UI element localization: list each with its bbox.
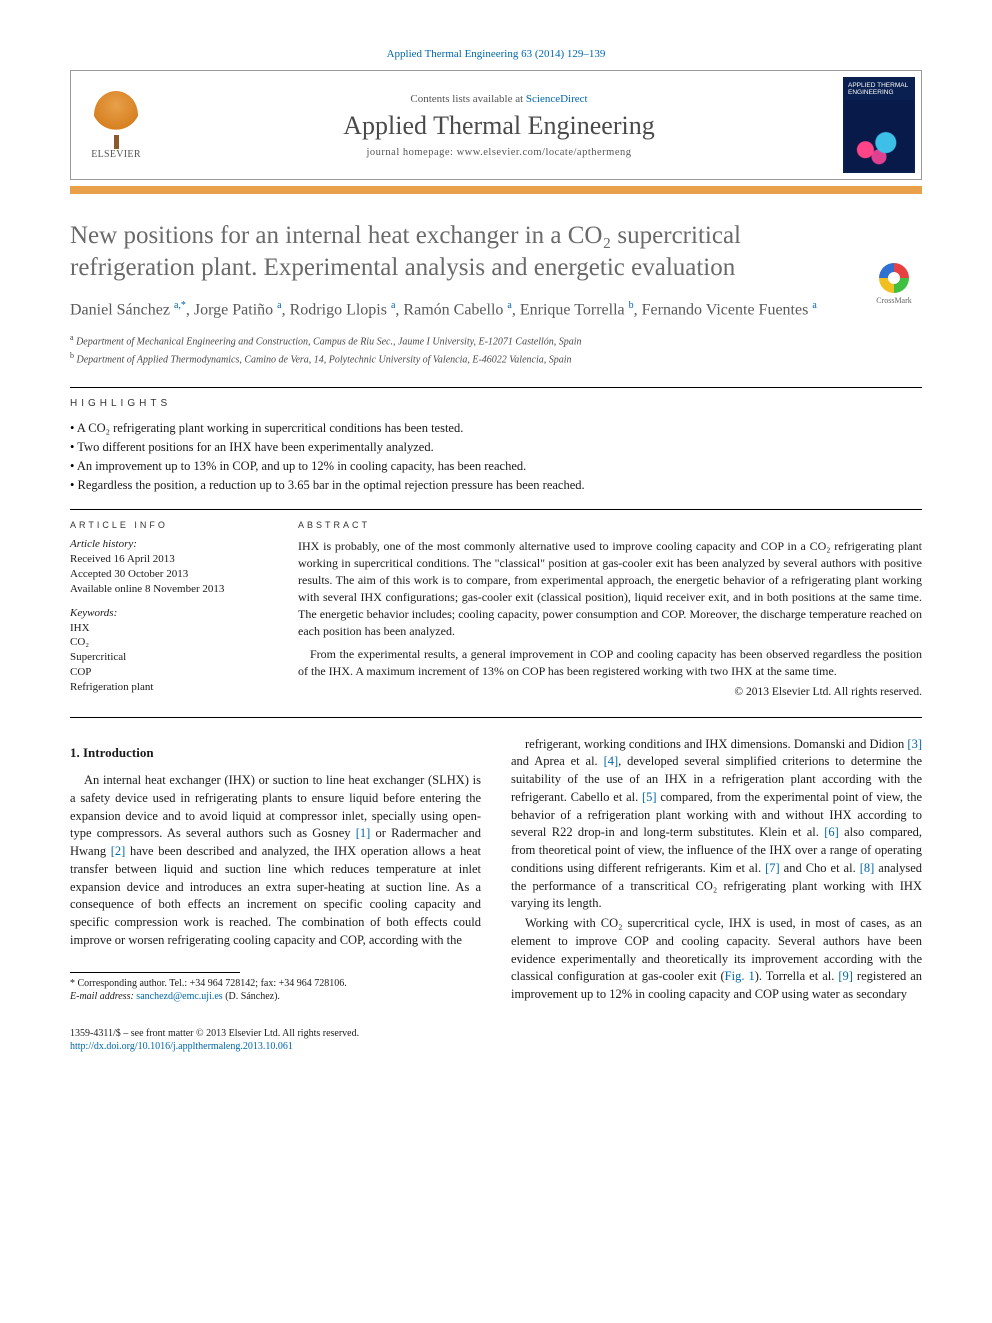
abstract-p2: From the experimental results, a general… [298, 646, 922, 680]
footnote-email-line: E-mail address: sanchezd@emc.uji.es (D. … [70, 990, 481, 1004]
highlight-item: Regardless the position, a reduction up … [70, 476, 922, 495]
journal-header: ELSEVIER Contents lists available at Sci… [70, 70, 922, 180]
highlights-heading: HIGHLIGHTS [70, 398, 922, 409]
intro-heading: 1. Introduction [70, 744, 481, 762]
ref-link[interactable]: [3] [907, 737, 922, 751]
corresponding-author-footnote: * Corresponding author. Tel.: +34 964 72… [70, 977, 481, 1004]
footnote-separator [70, 972, 240, 973]
intro-p1: An internal heat exchanger (IHX) or suct… [70, 772, 481, 950]
ref-link[interactable]: [4] [604, 754, 619, 768]
doi-link[interactable]: http://dx.doi.org/10.1016/j.applthermale… [70, 1041, 293, 1052]
divider [70, 387, 922, 388]
affiliations: a Department of Mechanical Engineering a… [70, 332, 922, 367]
highlights-list: A CO₂ refrigerating plant working in sup… [70, 419, 922, 495]
homepage-url: www.elsevier.com/locate/apthermeng [457, 147, 632, 158]
footnote-corr-line: * Corresponding author. Tel.: +34 964 72… [70, 977, 481, 991]
journal-cover-thumbnail: APPLIED THERMAL ENGINEERING [843, 77, 915, 173]
orange-divider [70, 186, 922, 194]
corresponding-email-link[interactable]: sanchezd@emc.uji.es [136, 991, 222, 1002]
crossmark-label: CrossMark [876, 296, 912, 305]
email-label: E-mail address: [70, 991, 136, 1002]
abstract-text: IHX is probably, one of the most commonl… [298, 538, 922, 680]
article-meta-row: ARTICLE INFO Article history: Received 1… [70, 509, 922, 718]
intro-p3: Working with CO₂ supercritical cycle, IH… [511, 915, 922, 1004]
abstract-heading: ABSTRACT [298, 520, 922, 530]
ref-link[interactable]: [5] [642, 790, 657, 804]
author-list: Daniel Sánchez a,*, Jorge Patiño a, Rodr… [70, 298, 922, 322]
article-history-title: Article history: [70, 538, 270, 550]
ref-link[interactable]: [8] [860, 861, 875, 875]
cover-thumb-title: APPLIED THERMAL ENGINEERING [843, 77, 915, 98]
body-two-column: 1. Introduction An internal heat exchang… [70, 736, 922, 1005]
highlight-item: Two different positions for an IHX have … [70, 438, 922, 457]
ref-link[interactable]: [9] [838, 969, 853, 983]
page-footer: 1359-4311/$ – see front matter © 2013 El… [70, 1027, 922, 1054]
publisher-name: ELSEVIER [91, 149, 141, 160]
abstract-copyright: © 2013 Elsevier Ltd. All rights reserved… [298, 686, 922, 698]
crossmark-badge[interactable]: CrossMark [866, 263, 922, 319]
journal-header-center: Contents lists available at ScienceDirec… [161, 71, 837, 179]
abstract-p1: IHX is probably, one of the most commonl… [298, 538, 922, 640]
journal-homepage-line: journal homepage: www.elsevier.com/locat… [367, 147, 632, 158]
email-suffix: (D. Sánchez). [223, 991, 280, 1002]
issn-line: 1359-4311/$ – see front matter © 2013 El… [70, 1027, 922, 1041]
abstract-column: ABSTRACT IHX is probably, one of the mos… [298, 510, 922, 717]
ref-link[interactable]: [1] [356, 826, 371, 840]
ref-link[interactable]: [2] [111, 844, 126, 858]
publisher-logo: ELSEVIER [71, 71, 161, 179]
article-title: New positions for an internal heat excha… [70, 220, 830, 284]
sciencedirect-link[interactable]: ScienceDirect [526, 93, 588, 105]
homepage-prefix: journal homepage: [367, 147, 457, 158]
cover-thumb-art [845, 100, 913, 171]
keywords-title: Keywords: [70, 607, 270, 619]
article-info-heading: ARTICLE INFO [70, 520, 270, 530]
citation-line: Applied Thermal Engineering 63 (2014) 12… [70, 48, 922, 60]
highlight-item: A CO₂ refrigerating plant working in sup… [70, 419, 922, 438]
journal-title: Applied Thermal Engineering [343, 111, 654, 141]
article-history: Received 16 April 2013Accepted 30 Octobe… [70, 552, 270, 597]
contents-prefix: Contents lists available at [410, 93, 525, 105]
article-info-column: ARTICLE INFO Article history: Received 1… [70, 510, 270, 717]
crossmark-icon [879, 263, 909, 293]
ref-link[interactable]: [6] [824, 825, 839, 839]
highlight-item: An improvement up to 13% in COP, and up … [70, 457, 922, 476]
ref-link[interactable]: [7] [765, 861, 780, 875]
contents-lists-line: Contents lists available at ScienceDirec… [410, 93, 587, 105]
elsevier-tree-icon [94, 91, 138, 139]
intro-p2: refrigerant, working conditions and IHX … [511, 736, 922, 914]
figure-link[interactable]: Fig. 1 [725, 969, 755, 983]
keywords-list: IHXCO₂SupercriticalCOPRefrigeration plan… [70, 621, 270, 695]
